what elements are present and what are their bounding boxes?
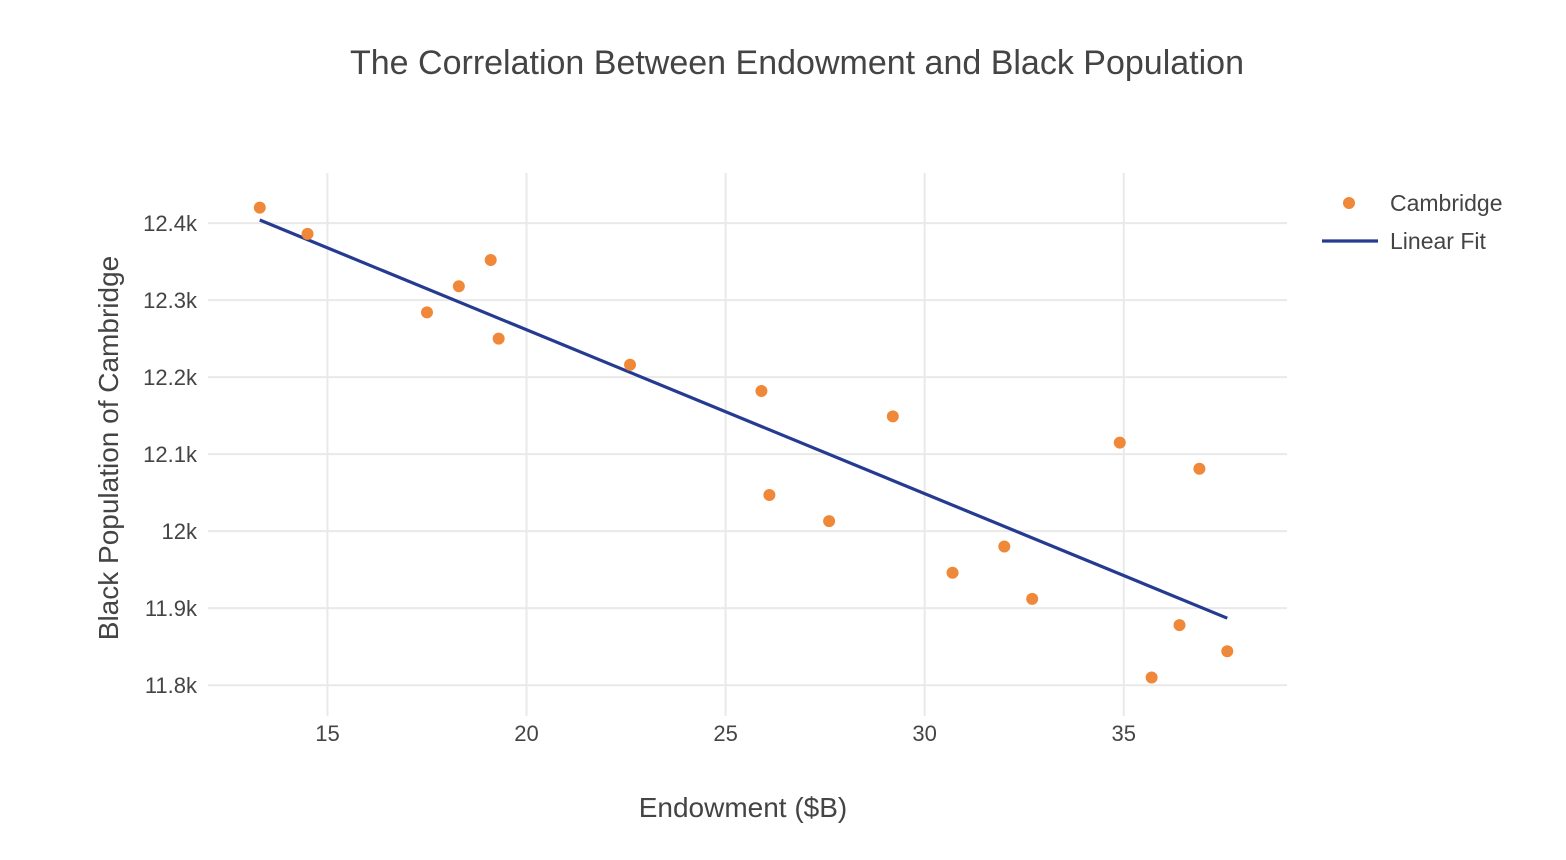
linear-fit-line [259,218,1228,620]
data-point[interactable] [763,488,776,501]
x-tick-label: 35 [1112,721,1136,746]
y-tick-label: 12.4k [143,211,198,236]
data-point[interactable] [1193,462,1206,475]
data-point[interactable] [886,410,899,423]
data-point[interactable] [823,515,836,528]
data-point[interactable] [1026,592,1039,605]
data-point[interactable] [1145,671,1158,684]
y-tick-labels: 11.8k 11.9k 12k 12.1k 12.2k 12.3k 12.4k [143,211,198,698]
y-tick-label: 12.2k [143,365,198,390]
data-point[interactable] [301,227,314,240]
data-point[interactable] [1173,619,1186,632]
y-tick-label: 11.9k [145,596,198,621]
legend[interactable]: Cambridge Linear Fit [1322,190,1503,254]
y-tick-label: 12k [162,519,198,544]
y-tick-label: 12.3k [143,288,198,313]
plot-area [253,201,1234,684]
chart-title: The Correlation Between Endowment and Bl… [350,44,1244,82]
data-point[interactable] [452,280,465,293]
x-tick-label: 25 [713,721,737,746]
y-gridlines [208,222,1287,687]
data-point[interactable] [998,540,1011,553]
data-point[interactable] [755,384,768,397]
y-tick-label: 11.8k [145,673,198,698]
data-point[interactable] [253,201,266,214]
legend-item[interactable]: Linear Fit [1322,228,1486,254]
x-tick-label: 15 [315,721,339,746]
x-tick-label: 30 [912,721,936,746]
legend-label: Linear Fit [1390,228,1486,254]
legend-item[interactable]: Cambridge [1343,190,1503,216]
legend-marker-swatch [1343,197,1355,209]
data-point[interactable] [484,254,497,267]
data-point[interactable] [1221,645,1234,658]
data-point[interactable] [492,332,505,345]
data-point[interactable] [1113,436,1126,449]
x-tick-labels: 15 20 25 30 35 [315,721,1136,746]
legend-label: Cambridge [1390,190,1503,216]
data-point[interactable] [624,358,637,371]
x-gridlines [326,173,1125,716]
x-tick-label: 20 [514,721,538,746]
y-axis-title: Black Population of Cambridge [93,256,124,640]
data-point[interactable] [420,306,433,319]
y-tick-label: 12.1k [143,442,198,467]
x-axis-title: Endowment ($B) [639,792,848,823]
data-point[interactable] [946,566,959,579]
